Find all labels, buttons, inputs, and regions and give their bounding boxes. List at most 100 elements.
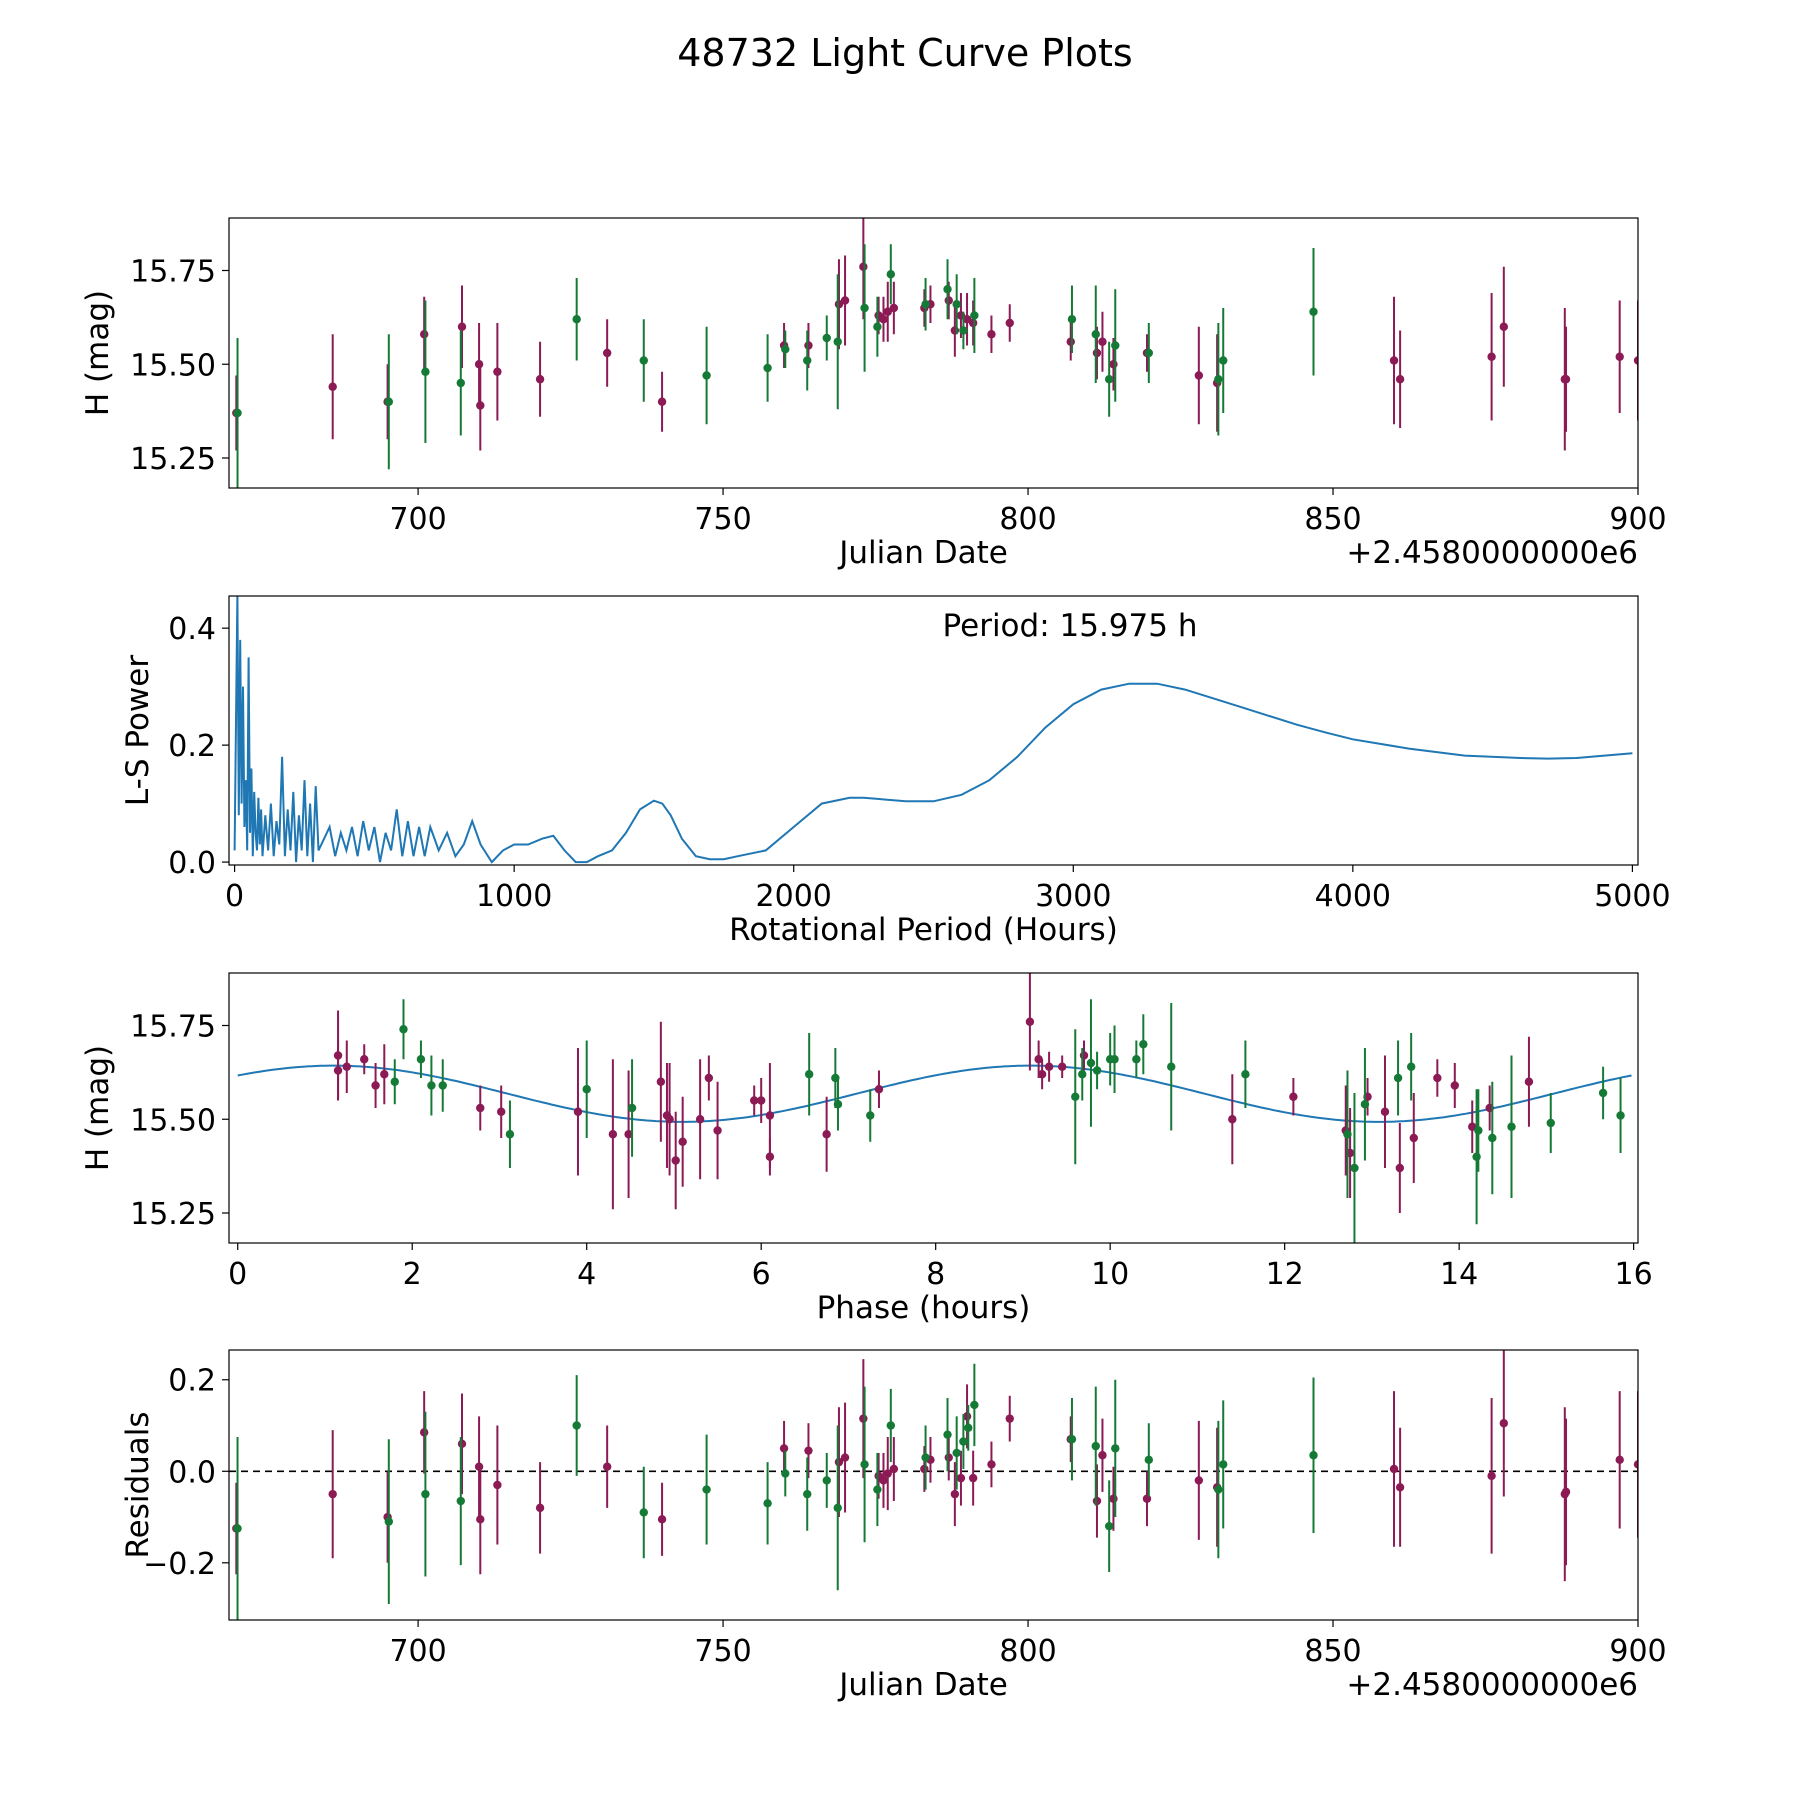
residuals-frame	[228, 1349, 1639, 1621]
data-point-g	[1139, 1040, 1148, 1049]
data-point-g	[233, 408, 242, 418]
data-point-g	[1091, 1441, 1100, 1451]
periodogram-panel: 0 1000 2000 3000 4000 5000 0.0 0.2 0.4 Rotational…	[120, 595, 1671, 948]
x-axis-label: Phase (hours)	[817, 1290, 1031, 1326]
data-point-r	[380, 1070, 389, 1079]
data-point-g	[1067, 1435, 1077, 1444]
x-tick-label: 2	[403, 1257, 422, 1292]
data-point-r	[497, 1107, 506, 1116]
data-point-g	[970, 311, 979, 320]
data-point-g	[964, 1423, 973, 1432]
data-point-r	[765, 1152, 775, 1161]
data-point-r	[1524, 1077, 1534, 1086]
x-axis-label: Rotational Period (Hours)	[729, 912, 1118, 948]
data-point-g	[959, 1437, 968, 1446]
data-point-g	[702, 1485, 711, 1494]
data-point-r	[476, 401, 485, 410]
data-point-r	[874, 1085, 884, 1094]
data-point-r	[804, 1446, 813, 1455]
y-tick-label: 0.4	[168, 612, 216, 647]
data-point-r	[656, 1077, 666, 1086]
data-point-r	[1005, 318, 1014, 328]
data-point-g	[1219, 1460, 1228, 1469]
data-point-g	[833, 1503, 842, 1513]
data-point-g	[886, 1421, 896, 1430]
data-point-g	[1091, 330, 1100, 339]
data-point-r	[457, 1439, 467, 1449]
data-point-r	[956, 1473, 966, 1483]
data-point-g	[822, 333, 831, 343]
data-point-g	[1360, 1100, 1370, 1109]
phase-plot-area	[237, 973, 1632, 1243]
x-tick-label: 14	[1440, 1257, 1478, 1292]
data-point-g	[399, 1025, 408, 1034]
x-tick-label: 0	[228, 1257, 247, 1292]
y-tick-label: 15.50	[130, 348, 216, 383]
data-point-r	[1450, 1081, 1459, 1090]
data-point-r	[1487, 352, 1496, 361]
x-tick-label: 850	[1304, 1634, 1361, 1669]
data-point-g	[1104, 375, 1114, 384]
data-point-r	[360, 1055, 369, 1064]
data-point-r	[1395, 1163, 1405, 1173]
data-point-r	[950, 1489, 960, 1499]
data-point-g	[804, 1070, 814, 1079]
data-point-r	[756, 1096, 766, 1105]
x-tick-label: 900	[1609, 1634, 1666, 1669]
data-point-r	[889, 303, 899, 313]
data-point-r	[474, 1462, 484, 1471]
data-point-g	[1219, 356, 1228, 365]
data-point-r	[968, 1473, 978, 1483]
data-point-g	[1488, 1133, 1497, 1143]
data-point-r	[535, 1503, 545, 1513]
x-tick-label: 8	[926, 1257, 945, 1292]
y-tick-label: 15.50	[130, 1103, 216, 1138]
data-point-r	[665, 1115, 674, 1124]
data-point-g	[970, 1400, 979, 1410]
data-point-r	[1633, 356, 1638, 365]
x-axis-label: Julian Date	[837, 535, 1008, 571]
data-point-r	[333, 1066, 343, 1075]
data-point-g	[702, 371, 711, 380]
data-point-g	[384, 1517, 394, 1526]
data-point-g	[1067, 315, 1077, 324]
phase-frame	[228, 972, 1639, 1244]
data-point-g	[456, 1496, 465, 1506]
x-tick-label: 750	[694, 1634, 751, 1669]
data-point-g	[763, 363, 772, 373]
x-tick-label: 700	[389, 1634, 446, 1669]
data-point-g	[1092, 1066, 1102, 1075]
data-point-g	[421, 1489, 430, 1499]
data-point-g	[860, 303, 869, 313]
data-point-r	[859, 262, 868, 271]
data-point-r	[1433, 1073, 1442, 1083]
data-point-g	[416, 1055, 426, 1064]
data-point-g	[1132, 1055, 1141, 1064]
data-point-g	[438, 1081, 447, 1090]
data-point-g	[1078, 1070, 1087, 1079]
data-point-g	[781, 345, 790, 354]
data-point-r	[624, 1130, 633, 1139]
data-point-g	[639, 1508, 648, 1517]
data-point-r	[493, 1480, 502, 1490]
data-point-g	[1393, 1073, 1403, 1083]
x-offset-label: +2.4580000000e6	[1346, 1667, 1638, 1703]
data-point-g	[921, 1453, 930, 1462]
x-tick-label: 4000	[1315, 879, 1391, 914]
data-point-r	[713, 1126, 722, 1135]
data-point-g	[873, 1485, 882, 1494]
data-point-r	[573, 1107, 583, 1116]
data-point-r	[840, 1453, 850, 1462]
y-axis-label: H (mag)	[80, 1045, 116, 1171]
data-point-r	[1561, 375, 1571, 384]
data-point-g	[1167, 1062, 1176, 1071]
data-point-r	[328, 1489, 337, 1499]
data-point-r	[883, 1469, 892, 1478]
phase-panel: 0 2 4 6 8 10 12 14 16 15.25 15.50 15.75 Phase (hours…	[80, 972, 1653, 1326]
data-point-g	[952, 300, 961, 309]
data-point-r	[1005, 1414, 1014, 1423]
data-point-g	[1144, 1455, 1154, 1465]
y-tick-label: 15.75	[130, 255, 216, 290]
data-point-g	[1111, 1444, 1120, 1453]
data-point-r	[1380, 1107, 1390, 1116]
